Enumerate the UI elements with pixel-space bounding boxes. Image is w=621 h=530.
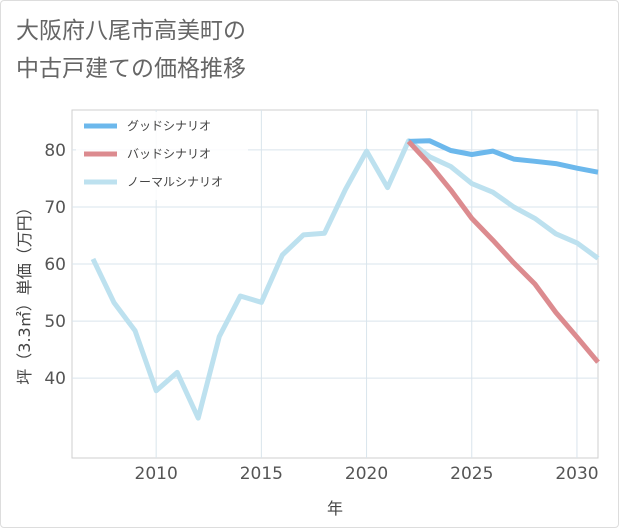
y-tick-label: 50 [44,312,66,332]
chart-title: 大阪府八尾市高美町の 中古戸建ての価格推移 [16,12,576,88]
legend-label: ノーマルシナリオ [127,175,223,189]
x-tick-label: 2015 [240,464,283,484]
y-tick-label: 80 [44,141,66,161]
x-tick-labels: 2010 2015 2020 2025 2030 [135,464,599,484]
plot-area [71,109,599,459]
x-tick-label: 2010 [135,464,178,484]
series-line-0 [408,138,599,175]
x-axis-label: 年 [327,499,343,518]
legend-label: バッドシナリオ [127,147,211,161]
y-tick-labels: 40 50 60 70 80 [44,141,66,389]
chart-title-line2: 中古戸建ての価格推移 [16,56,246,82]
series-line-2 [90,138,600,421]
series-layer [90,138,600,421]
series-line-1 [406,139,600,364]
chart-title-line1: 大阪府八尾市高美町の [16,18,246,44]
y-tick-label: 70 [44,198,66,218]
x-tick-label: 2030 [555,464,598,484]
y-tick-label: 60 [44,255,66,275]
y-tick-label: 40 [44,369,66,389]
legend-label: グッドシナリオ [127,119,211,133]
y-axis-label: 坪（3.3㎡）単価（万円） [15,199,34,384]
x-tick-label: 2020 [345,464,388,484]
x-tick-label: 2025 [450,464,493,484]
